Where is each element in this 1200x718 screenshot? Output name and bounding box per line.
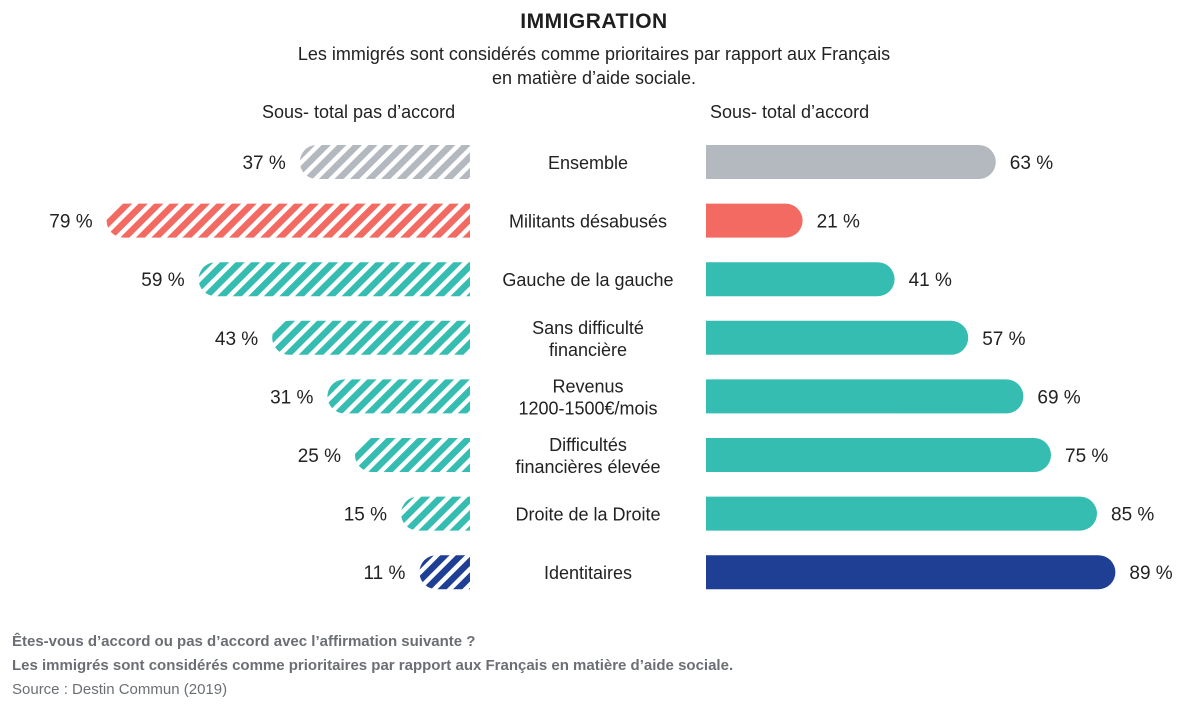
value-label-agree: 63 % [1010,153,1053,174]
footer-source: Source : Destin Commun (2019) [12,681,228,698]
bar-disagree [401,496,470,531]
chart-row: 59 % 41 % Gauche de la gauche [141,262,952,297]
chart-row: 15 % 85 % Droite de la Droite [344,496,1154,531]
value-label-agree: 89 % [1129,563,1172,584]
bar-disagree [355,438,470,472]
bar-disagree [198,262,470,297]
bar-disagree [327,379,470,414]
footer-statement: Les immigrés sont considérés comme prior… [12,657,734,674]
bar-agree [706,203,803,238]
category-label: Droite de la Droite [515,505,660,525]
subtitle-line-2: en matière d’aide sociale. [491,68,697,88]
category-label: Sans difficulté financière [532,318,644,360]
chart-row: 25 % 75 % Difficultés financières élevée [298,435,1109,477]
chart-row: 37 % 63 % Ensemble [242,145,1053,179]
footer-question: Êtes-vous d’accord ou pas d’accord avec … [12,633,476,650]
chart-row: 11 % 89 % Identitaires [363,555,1173,590]
subtitle-line-1: Les immigrés sont considérés comme prior… [297,44,891,64]
bar-disagree [106,203,470,238]
bar-agree [706,438,1051,472]
value-label-agree: 75 % [1065,446,1108,467]
value-label-disagree: 15 % [344,505,387,526]
bar-disagree [419,555,470,590]
category-label-line: Revenus [552,376,623,396]
bar-agree [706,145,996,179]
chart-subtitle: Les immigrés sont considérés comme prior… [0,42,1188,90]
value-label-agree: 57 % [982,329,1025,350]
value-label-disagree: 11 % [363,563,405,584]
category-label: Revenus 1200-1500€/mois [518,376,657,418]
diverging-bar-chart: 37 % 63 % Ensemble 79 % 21 % Militants désabu… [49,145,1173,590]
bar-agree [706,320,969,355]
category-label: Gauche de la gauche [502,270,673,290]
value-label-agree: 21 % [817,212,860,233]
value-label-disagree: 43 % [215,329,258,350]
category-label-line: Sans difficulté [532,318,644,338]
category-label-line: financières élevée [515,457,660,477]
bar-agree [706,496,1097,531]
category-label: Militants désabusés [509,212,667,232]
chart-row: 79 % 21 % Militants désabusés [49,203,860,238]
bar-disagree [272,320,470,355]
value-label-disagree: 31 % [270,387,313,408]
category-label: Identitaires [544,563,632,583]
chart-title: IMMIGRATION [520,10,668,33]
category-label-line: Difficultés [549,435,627,455]
bar-agree [706,262,895,297]
value-label-disagree: 37 % [242,153,285,174]
value-label-agree: 85 % [1111,505,1154,526]
category-label-line: 1200-1500€/mois [518,398,657,418]
value-label-disagree: 59 % [141,270,184,291]
value-label-disagree: 25 % [298,446,341,467]
category-label: Difficultés financières élevée [515,435,660,477]
bar-agree [706,379,1024,414]
value-label-disagree: 79 % [49,212,92,233]
value-label-agree: 41 % [909,270,952,291]
bar-agree [706,555,1116,590]
agree-column-header: Sous- total d’accord [710,102,870,122]
disagree-column-header: Sous- total pas d’accord [262,102,456,122]
category-label-line: financière [549,340,627,360]
chart-row: 43 % 57 % Sans difficulté financière [215,318,1026,360]
bar-disagree [299,145,470,179]
value-label-agree: 69 % [1037,387,1080,408]
chart-row: 31 % 69 % Revenus 1200-1500€/mois [270,376,1081,418]
category-label: Ensemble [548,153,628,173]
